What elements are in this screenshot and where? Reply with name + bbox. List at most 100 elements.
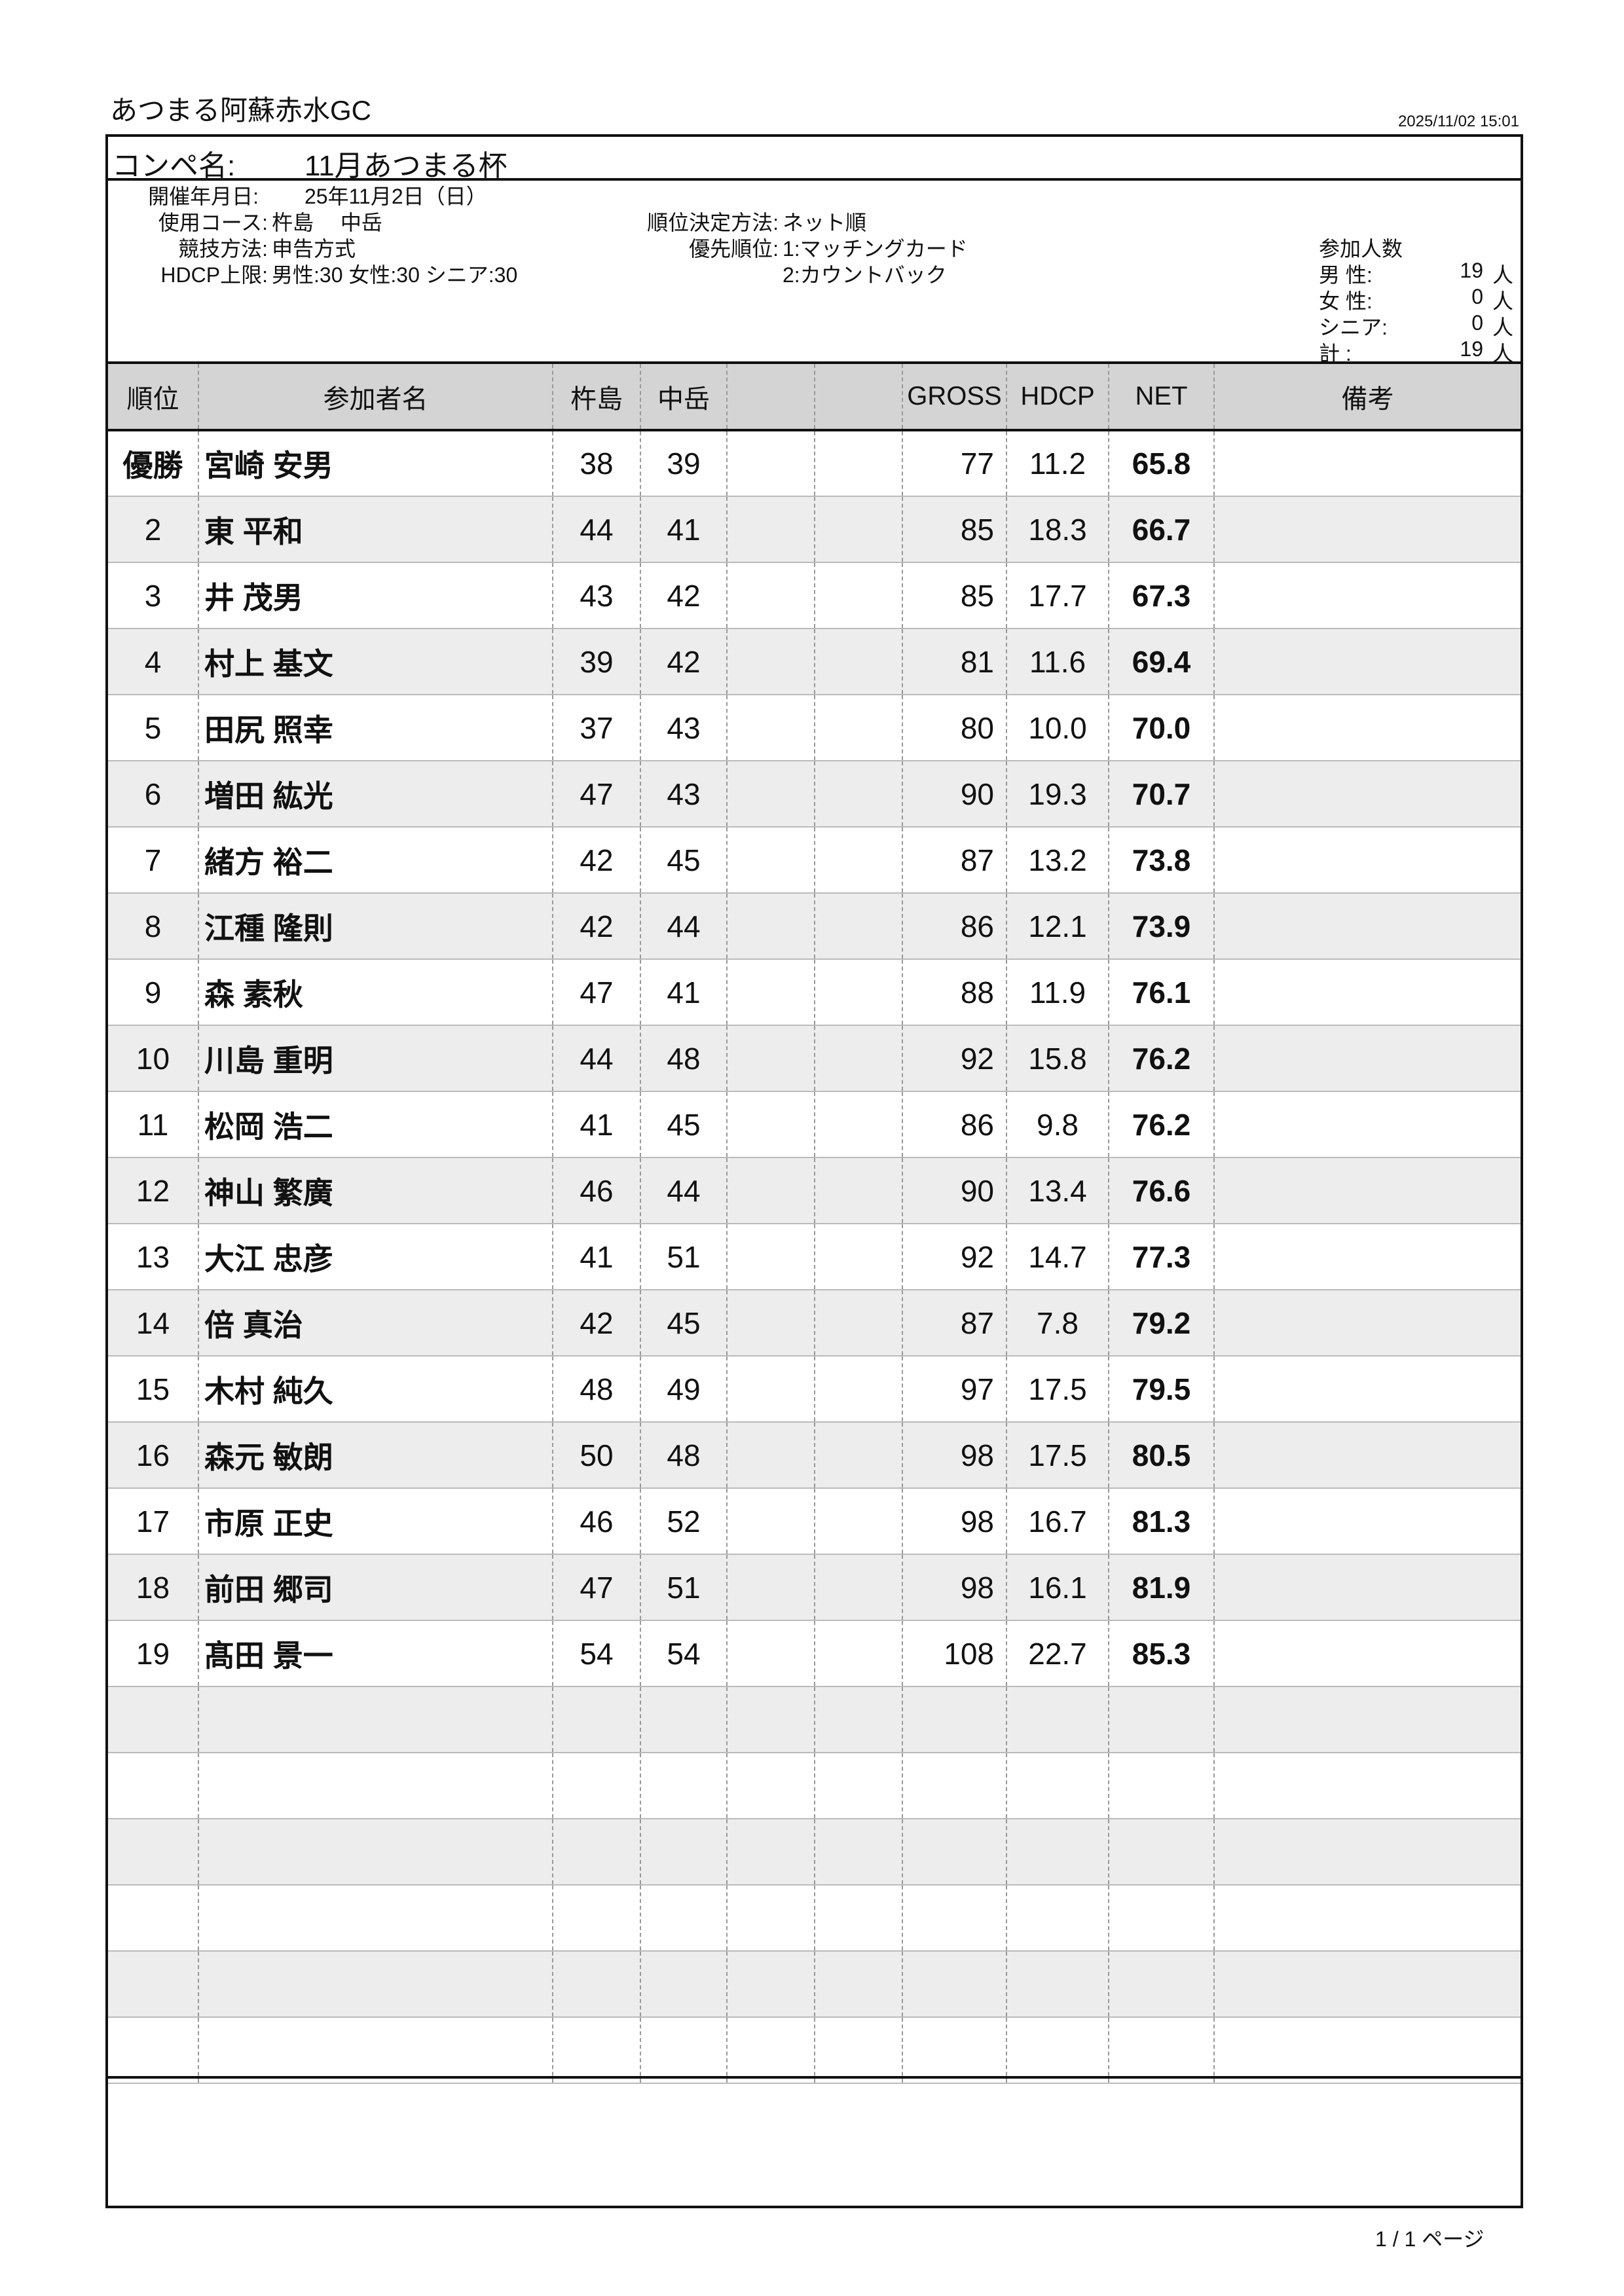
table-row: 7 緒方 裕二 42 45 87 13.2 73.8: [108, 827, 1521, 894]
cell-name: 宮崎 安男: [198, 430, 553, 497]
cell-name: 松岡 浩二: [198, 1091, 553, 1158]
cell-blank-1: [726, 1951, 815, 2018]
cell-hdcp: 17.5: [1006, 1422, 1109, 1489]
cell-nakadake: 45: [640, 1290, 727, 1357]
table-row: 10 川島 重明 44 48 92 15.8 76.2: [108, 1025, 1521, 1092]
cell-nakadake: [640, 1753, 727, 1819]
cell-blank-2: [814, 1620, 902, 1687]
cell-gross: [902, 1753, 1006, 1819]
cell-name: 緒方 裕二: [198, 827, 553, 894]
cell-remarks: [1213, 1951, 1521, 2018]
cell-gross: 85: [902, 562, 1006, 629]
cell-remarks: [1213, 562, 1521, 629]
cell-blank-1: [726, 1819, 815, 1886]
cell-hdcp: 13.2: [1006, 827, 1109, 894]
cell-blank-2: [814, 959, 902, 1026]
table-row: [108, 1885, 1521, 1952]
cell-gross: 80: [902, 695, 1006, 761]
cell-nakadake: 45: [640, 1091, 727, 1158]
cell-net: 80.5: [1108, 1422, 1214, 1489]
cell-nakadake: [640, 2017, 727, 2084]
cell-blank-2: [814, 1885, 902, 1952]
cell-remarks: [1213, 1554, 1521, 1621]
cell-rank: 6: [108, 761, 198, 828]
cell-net: [1108, 1753, 1214, 1819]
cell-nakadake: [640, 1686, 727, 1753]
cell-nakadake: 48: [640, 1025, 727, 1092]
cell-hdcp: 19.3: [1006, 761, 1109, 828]
cell-net: [1108, 2017, 1214, 2084]
cell-rank: [108, 1951, 198, 2018]
cell-rank: 18: [108, 1554, 198, 1621]
ranking-label: 順位決定方法:: [647, 211, 779, 234]
cell-gross: 88: [902, 959, 1006, 1026]
cell-remarks: [1213, 695, 1521, 761]
cell-remarks: [1213, 1885, 1521, 1952]
cell-kishima: 41: [552, 1224, 640, 1290]
cell-name: 川島 重明: [198, 1025, 553, 1092]
cell-blank-1: [726, 761, 815, 828]
cell-blank-2: [814, 1951, 902, 2018]
cell-blank-2: [814, 695, 902, 761]
cell-blank-2: [814, 1091, 902, 1158]
cell-nakadake: 51: [640, 1554, 727, 1621]
table-row: 4 村上 基文 39 42 81 11.6 69.4: [108, 629, 1521, 695]
table-row: 6 増田 紘光 47 43 90 19.3 70.7: [108, 761, 1521, 828]
cell-nakadake: [640, 1819, 727, 1886]
header-hdcp: HDCP: [1006, 361, 1109, 431]
cell-gross: [902, 1686, 1006, 1753]
cell-net: 66.7: [1108, 496, 1214, 563]
cell-name: 髙田 景一: [198, 1620, 553, 1687]
participants-title: 参加人数: [1319, 237, 1403, 261]
cell-kishima: 46: [552, 1488, 640, 1555]
cell-gross: 98: [902, 1554, 1006, 1621]
cell-net: 69.4: [1108, 629, 1214, 695]
cell-gross: 85: [902, 496, 1006, 563]
cell-hdcp: 17.7: [1006, 562, 1109, 629]
cell-kishima: [552, 1819, 640, 1886]
cell-blank-1: [726, 1885, 815, 1952]
cell-rank: 9: [108, 959, 198, 1026]
header-kishima: 杵島: [552, 361, 640, 431]
cell-rank: 19: [108, 1620, 198, 1687]
cell-hdcp: 15.8: [1006, 1025, 1109, 1092]
cell-net: 65.8: [1108, 430, 1214, 497]
cell-hdcp: 14.7: [1006, 1224, 1109, 1290]
cell-nakadake: 42: [640, 562, 727, 629]
cell-kishima: 39: [552, 629, 640, 695]
cell-remarks: [1213, 1819, 1521, 1886]
venue-name: あつまる阿蘇赤水GC: [110, 95, 372, 126]
table-row: 17 市原 正史 46 52 98 16.7 81.3: [108, 1488, 1521, 1555]
cell-kishima: 54: [552, 1620, 640, 1687]
cell-net: [1108, 1819, 1214, 1886]
printed-timestamp: 2025/11/02 15:01: [1397, 113, 1519, 130]
cell-name: 木村 純久: [198, 1356, 553, 1423]
header-blank-1: [726, 361, 815, 431]
cell-rank: [108, 1885, 198, 1952]
cell-rank: 4: [108, 629, 198, 695]
table-row: 優勝 宮崎 安男 38 39 77 11.2 65.8: [108, 430, 1521, 497]
cell-net: 76.6: [1108, 1157, 1214, 1224]
cell-nakadake: 44: [640, 893, 727, 960]
cell-nakadake: 52: [640, 1488, 727, 1555]
table-header: 順位 参加者名 杵島 中岳 GROSS HDCP NET 備考: [108, 361, 1521, 431]
cell-rank: 12: [108, 1157, 198, 1224]
cell-net: 70.0: [1108, 695, 1214, 761]
cell-blank-1: [726, 1157, 815, 1224]
cell-name: 江種 隆則: [198, 893, 553, 960]
table-row: 5 田尻 照幸 37 43 80 10.0 70.0: [108, 695, 1521, 761]
cell-blank-2: [814, 1819, 902, 1886]
cell-nakadake: 54: [640, 1620, 727, 1687]
cell-kishima: [552, 1951, 640, 2018]
cell-kishima: 42: [552, 1290, 640, 1357]
cell-rank: 17: [108, 1488, 198, 1555]
course-label: 使用コース:: [158, 211, 268, 234]
cell-kishima: 50: [552, 1422, 640, 1489]
cell-nakadake: 39: [640, 430, 727, 497]
cell-gross: 108: [902, 1620, 1006, 1687]
cell-hdcp: 16.7: [1006, 1488, 1109, 1555]
cell-gross: 97: [902, 1356, 1006, 1423]
table-row: 11 松岡 浩二 41 45 86 9.8 76.2: [108, 1091, 1521, 1158]
cell-rank: [108, 2017, 198, 2084]
